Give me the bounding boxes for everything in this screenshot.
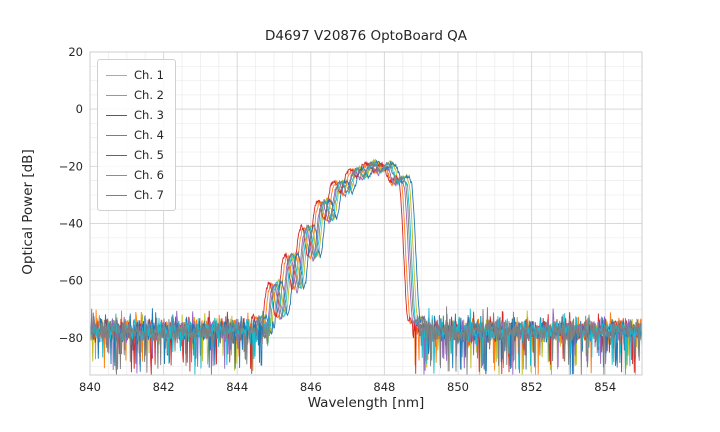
legend-label: Ch. 6 xyxy=(134,168,164,182)
x-tick-label: 844 xyxy=(226,380,248,394)
legend-line-swatch xyxy=(106,174,127,176)
legend-item-ch-4: Ch. 4 xyxy=(106,125,164,145)
legend-label: Ch. 4 xyxy=(134,128,164,142)
y-tick-label: 0 xyxy=(76,102,83,116)
x-tick-label: 850 xyxy=(447,380,469,394)
y-tick-label: −80 xyxy=(59,331,83,345)
y-tick-label: −20 xyxy=(59,159,83,173)
series-line-ch-7 xyxy=(89,160,643,376)
legend-line-swatch xyxy=(106,194,127,196)
chart-title: D4697 V20876 OptoBoard QA xyxy=(264,28,468,44)
y-tick-label: −60 xyxy=(59,274,83,288)
y-axis-label: Optical Power [dB] xyxy=(20,149,36,275)
y-tick-label: −40 xyxy=(59,217,83,231)
legend-item-ch-6: Ch. 6 xyxy=(106,165,164,185)
x-axis-label: Wavelength [nm] xyxy=(307,395,425,411)
legend-line-swatch xyxy=(106,114,127,116)
axes-frame xyxy=(89,51,643,376)
series-lines xyxy=(89,158,643,376)
x-tick-label: 840 xyxy=(79,380,101,394)
y-tick-label: 20 xyxy=(68,45,83,59)
legend-label: Ch. 3 xyxy=(134,108,164,122)
x-tick-label: 842 xyxy=(153,380,175,394)
legend-item-ch-5: Ch. 5 xyxy=(106,145,164,165)
legend-item-ch-7: Ch. 7 xyxy=(106,185,164,205)
legend-line-swatch xyxy=(106,94,127,96)
legend-item-ch-2: Ch. 2 xyxy=(106,85,164,105)
legend-label: Ch. 5 xyxy=(134,148,164,162)
legend-label: Ch. 1 xyxy=(134,68,164,82)
legend-line-swatch xyxy=(106,74,127,76)
x-tick-label: 852 xyxy=(521,380,543,394)
legend: Ch. 1 Ch. 2 Ch. 3 Ch. 4 Ch. 5 Ch. 6 Ch. 7 xyxy=(97,59,176,211)
legend-item-ch-1: Ch. 1 xyxy=(106,65,164,85)
legend-line-swatch xyxy=(106,134,127,136)
legend-label: Ch. 2 xyxy=(134,88,164,102)
legend-item-ch-3: Ch. 3 xyxy=(106,105,164,125)
x-tick-label: 854 xyxy=(594,380,616,394)
x-tick-label: 848 xyxy=(373,380,395,394)
legend-label: Ch. 7 xyxy=(134,188,164,202)
tick-labels: 840 842 844 846 848 850 852 854 20 0 −20 −40 −60 −80 xyxy=(59,45,616,394)
legend-line-swatch xyxy=(106,154,127,156)
x-tick-label: 846 xyxy=(300,380,322,394)
